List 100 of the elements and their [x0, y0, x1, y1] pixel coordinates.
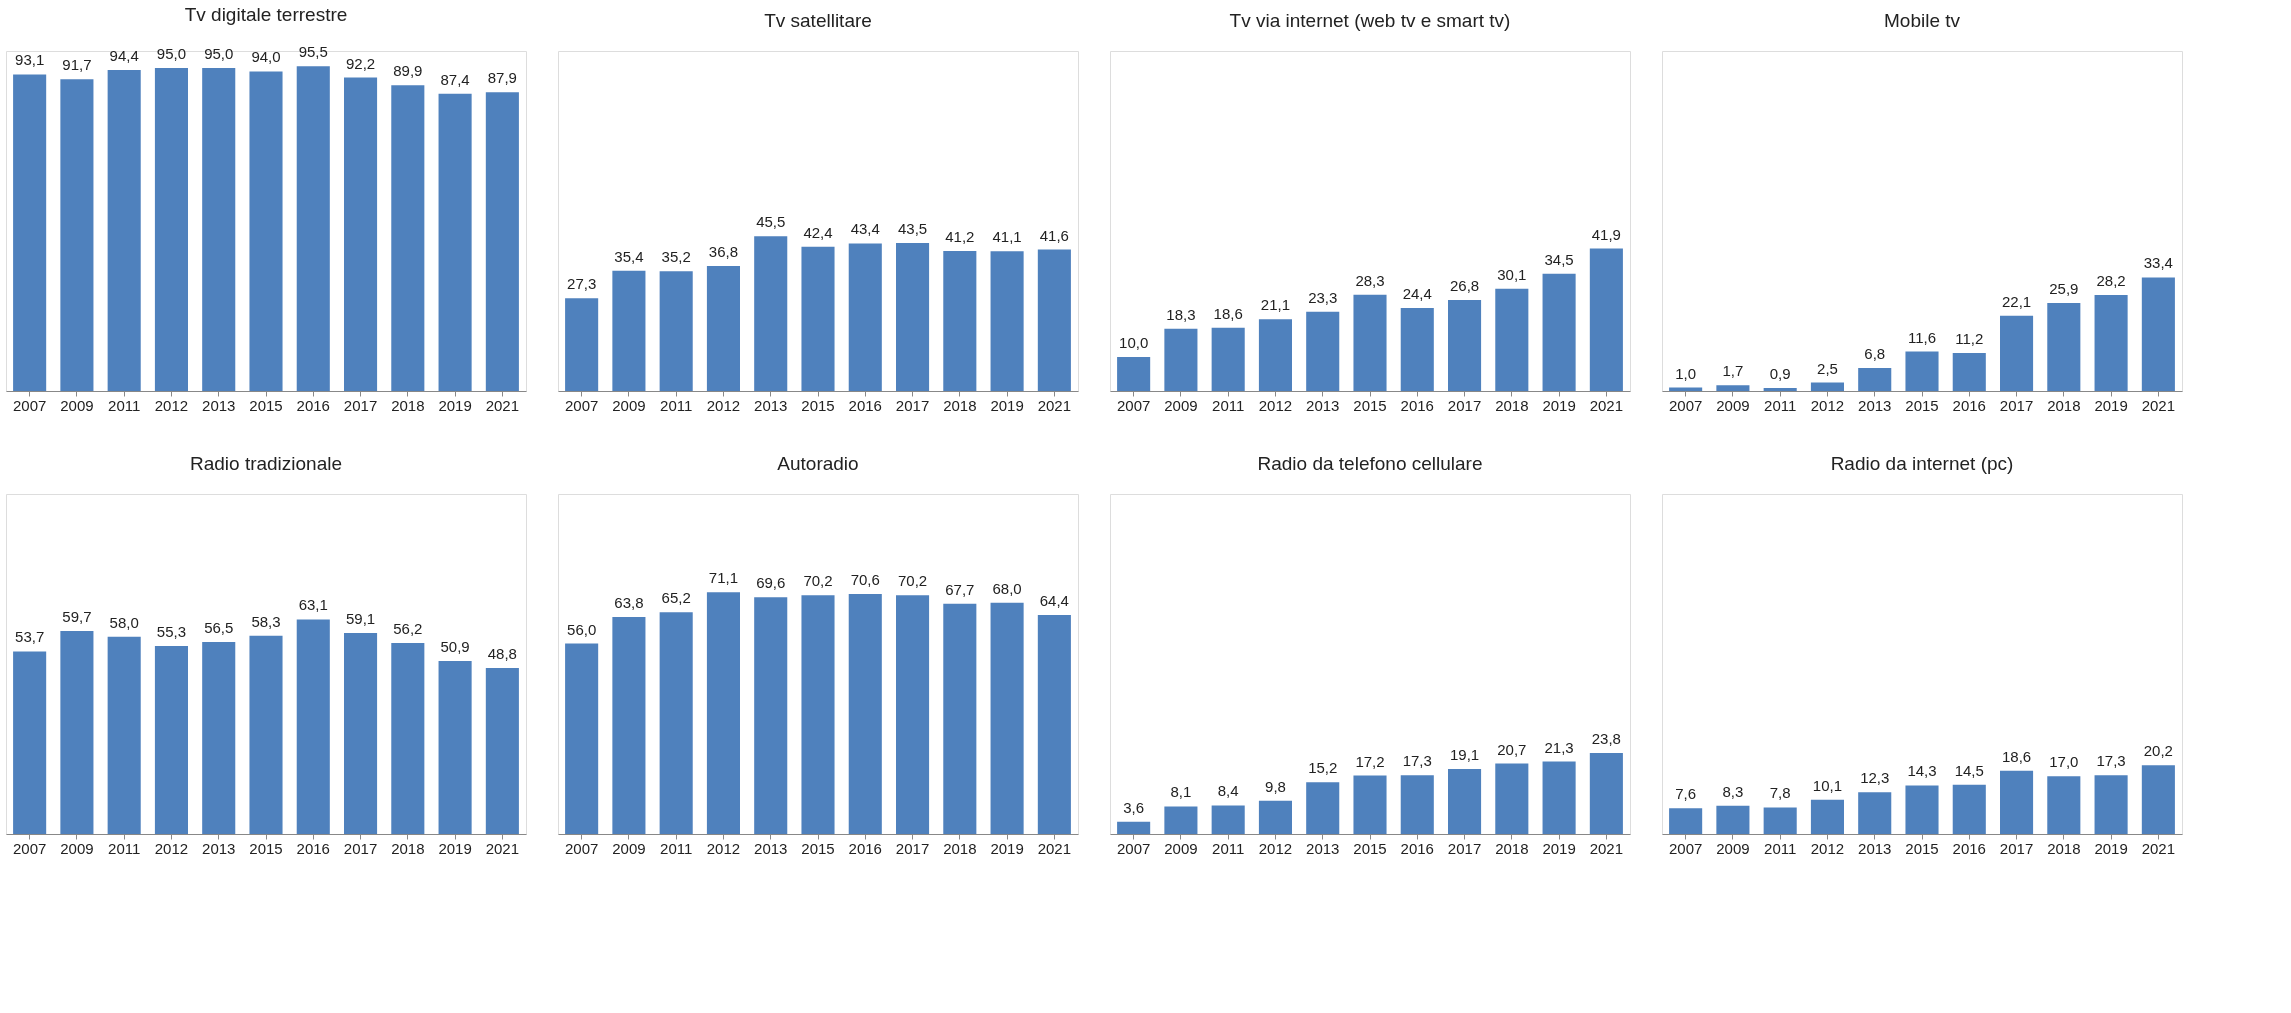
- x-tick-label: 2007: [1116, 396, 1151, 414]
- bar: [2141, 277, 2175, 391]
- bar: [202, 68, 236, 391]
- bar: [801, 595, 835, 834]
- data-label: 1,7: [1722, 362, 1744, 380]
- bar: [485, 92, 519, 391]
- data-label: 14,5: [1954, 761, 1984, 779]
- bar: [848, 243, 882, 391]
- x-tick-label: 2019: [438, 839, 472, 857]
- data-label: 18,3: [1166, 305, 1196, 323]
- bar: [202, 641, 236, 834]
- bar: [1905, 785, 1939, 834]
- bar: [1858, 367, 1892, 391]
- x-tick-label: 2007: [1668, 396, 1703, 414]
- data-label: 0,9: [1769, 364, 1791, 382]
- bar: [60, 79, 94, 391]
- x-tick-label: 2011: [660, 396, 693, 414]
- x-tick-label: 2007: [1668, 839, 1703, 857]
- x-tick-label: 2016: [1952, 396, 1986, 414]
- bar: [1037, 249, 1071, 391]
- bar: [1306, 782, 1340, 834]
- x-tick-label: 2016: [1400, 396, 1434, 414]
- bar: [2141, 765, 2175, 834]
- data-label: 23,3: [1308, 288, 1338, 306]
- data-label: 18,6: [2001, 747, 2032, 765]
- data-label: 17,3: [1402, 752, 1432, 770]
- x-tick-label: 2019: [1542, 839, 1576, 857]
- data-label: 87,9: [487, 69, 517, 87]
- bar: [1810, 382, 1844, 391]
- x-tick-label: 2011: [1764, 396, 1797, 414]
- data-label: 27,3: [567, 275, 597, 293]
- bar: [60, 631, 94, 834]
- chart-title: Radio da telefono cellulare: [1257, 453, 1483, 474]
- data-label: 8,4: [1217, 782, 1239, 800]
- bar: [565, 643, 599, 834]
- x-tick-label: 2015: [801, 396, 835, 414]
- x-tick-label: 2021: [485, 396, 520, 414]
- bar: [1353, 775, 1387, 834]
- x-tick-label: 2018: [1495, 396, 1529, 414]
- bar: [943, 603, 977, 834]
- data-label: 20,7: [1497, 740, 1527, 758]
- data-label: 1,0: [1675, 364, 1697, 382]
- bar: [438, 93, 472, 391]
- bar: [107, 70, 141, 391]
- data-label: 94,0: [251, 48, 281, 66]
- x-tick-label: 2015: [249, 839, 283, 857]
- bar: [1589, 248, 1623, 391]
- bar: [706, 592, 740, 834]
- bar: [990, 251, 1024, 391]
- data-label: 10,1: [1812, 776, 1843, 794]
- x-tick-label: 2012: [1258, 839, 1293, 857]
- x-tick-label: 2017: [1447, 839, 1482, 857]
- x-tick-label: 2021: [1037, 839, 1072, 857]
- data-label: 41,2: [945, 227, 975, 245]
- bar: [1164, 328, 1198, 391]
- bar: [1258, 319, 1292, 391]
- x-tick-label: 2017: [1999, 839, 2034, 857]
- bar: [344, 633, 378, 834]
- data-label: 14,3: [1907, 762, 1937, 780]
- x-tick-label: 2012: [1810, 839, 1845, 857]
- data-label: 17,0: [2049, 753, 2079, 771]
- x-tick-label: 2015: [249, 396, 283, 414]
- x-tick-label: 2011: [1764, 839, 1797, 857]
- bar: [107, 636, 141, 834]
- bar: [990, 602, 1024, 834]
- bar: [391, 642, 425, 834]
- bar: [1952, 352, 1986, 391]
- data-label: 25,9: [2049, 279, 2079, 297]
- x-tick-label: 2016: [1952, 839, 1986, 857]
- data-label: 70,2: [897, 572, 928, 590]
- x-tick-label: 2017: [1447, 396, 1482, 414]
- chart-title: Radio tradizionale: [189, 453, 343, 474]
- chart-title: Radio da internet (pc): [1830, 453, 2014, 474]
- bar: [2047, 302, 2081, 391]
- x-tick-label: 2007: [564, 396, 599, 414]
- data-label: 43,5: [897, 220, 928, 238]
- x-tick-label: 2013: [202, 839, 236, 857]
- bar: [1117, 821, 1151, 834]
- x-tick-label: 2016: [1400, 839, 1434, 857]
- x-tick-label: 2018: [1495, 839, 1529, 857]
- data-label: 92,2: [345, 54, 376, 72]
- x-tick-label: 2021: [1589, 839, 1624, 857]
- bar: [801, 246, 835, 391]
- data-label: 94,4: [109, 47, 139, 65]
- x-tick-label: 2012: [1810, 396, 1845, 414]
- x-tick-label: 2021: [2141, 396, 2176, 414]
- x-tick-label: 2012: [706, 396, 741, 414]
- data-label: 59,1: [345, 610, 376, 628]
- x-tick-label: 2019: [2094, 396, 2128, 414]
- x-tick-label: 2018: [2047, 839, 2081, 857]
- data-label: 64,4: [1039, 592, 1069, 610]
- bar: [13, 74, 47, 391]
- data-label: 58,0: [109, 613, 139, 631]
- data-label: 9,8: [1265, 777, 1286, 795]
- bar: [1353, 294, 1387, 391]
- bar: [1716, 385, 1750, 391]
- x-tick-label: 2015: [1353, 839, 1387, 857]
- data-label: 56,2: [393, 619, 423, 637]
- data-label: 26,8: [1449, 276, 1480, 294]
- data-label: 36,8: [708, 242, 739, 260]
